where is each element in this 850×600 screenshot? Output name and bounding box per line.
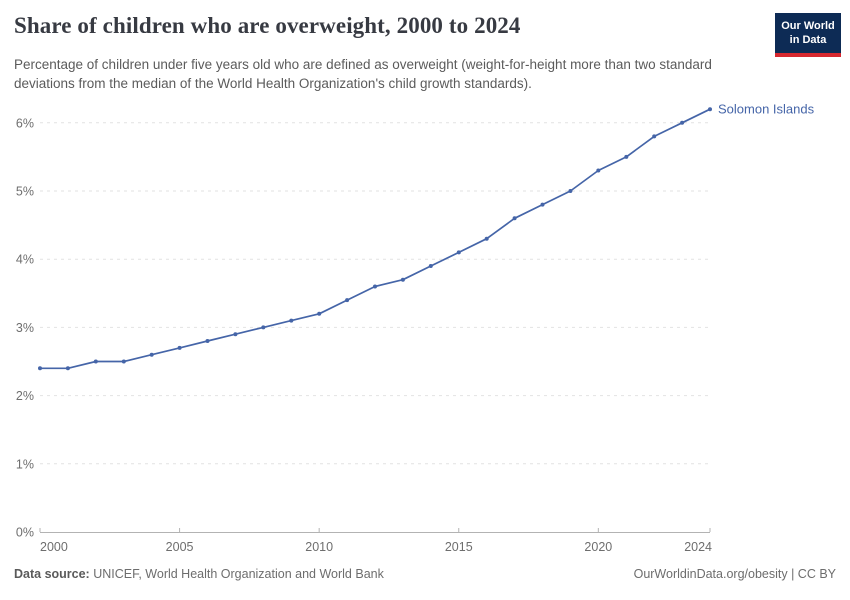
data-point[interactable]: [484, 236, 489, 241]
data-point[interactable]: [400, 277, 405, 282]
y-tick-label: 3%: [16, 321, 34, 335]
y-tick-label: 1%: [16, 457, 34, 471]
data-point[interactable]: [456, 250, 461, 255]
data-point[interactable]: [289, 318, 294, 323]
data-point[interactable]: [233, 332, 238, 337]
owid-logo-box: Our World in Data: [775, 13, 841, 53]
data-point[interactable]: [261, 325, 266, 330]
data-point[interactable]: [65, 366, 70, 371]
data-point[interactable]: [540, 202, 545, 207]
y-tick-label: 2%: [16, 389, 34, 403]
data-point[interactable]: [38, 366, 42, 371]
owid-logo[interactable]: Our World in Data: [775, 13, 841, 57]
owid-cc-by-link[interactable]: OurWorldinData.org/obesity | CC BY: [633, 567, 836, 581]
data-point[interactable]: [652, 134, 657, 139]
data-point[interactable]: [93, 359, 98, 364]
chart-subtitle: Percentage of children under five years …: [14, 57, 712, 92]
data-point[interactable]: [149, 352, 154, 357]
data-point[interactable]: [121, 359, 126, 364]
data-point[interactable]: [568, 189, 573, 193]
y-tick-label: 4%: [16, 253, 34, 267]
data-point[interactable]: [680, 120, 685, 125]
chart-footer: Data source: UNICEF, World Health Organi…: [14, 567, 836, 581]
owid-logo-red-bar: [775, 52, 841, 57]
data-point[interactable]: [428, 264, 433, 268]
y-tick-label: 0%: [16, 526, 34, 540]
trend-line[interactable]: [39, 108, 711, 370]
data-point[interactable]: [177, 345, 182, 350]
x-tick-label: 2015: [445, 540, 473, 554]
y-tick-label: 6%: [16, 116, 34, 130]
data-point[interactable]: [596, 168, 601, 173]
data-point[interactable]: [345, 298, 350, 303]
owid-logo-line2: in Data: [789, 34, 827, 47]
x-tick-label: 2005: [166, 540, 194, 554]
entity-label[interactable]: Solomon Islands: [718, 102, 815, 117]
x-tick-label: 2024: [684, 540, 712, 554]
y-tick-label: 5%: [16, 185, 34, 199]
data-source-label: Data source:: [14, 567, 90, 581]
x-tick-label: 2000: [40, 540, 68, 554]
data-source-value: UNICEF, World Health Organization and Wo…: [89, 567, 384, 581]
data-point[interactable]: [317, 311, 322, 316]
data-point[interactable]: [205, 339, 210, 343]
owid-logo-line1: Our World: [781, 20, 835, 32]
data-source-note: Data source: UNICEF, World Health Organi…: [14, 567, 384, 581]
data-point[interactable]: [373, 284, 377, 289]
x-tick-label: 2010: [305, 540, 333, 554]
data-point[interactable]: [624, 154, 629, 159]
page-title: Share of children who are overweight, 20…: [14, 13, 521, 38]
data-point[interactable]: [708, 107, 712, 112]
data-point[interactable]: [512, 216, 517, 221]
x-tick-label: 2020: [584, 540, 612, 554]
